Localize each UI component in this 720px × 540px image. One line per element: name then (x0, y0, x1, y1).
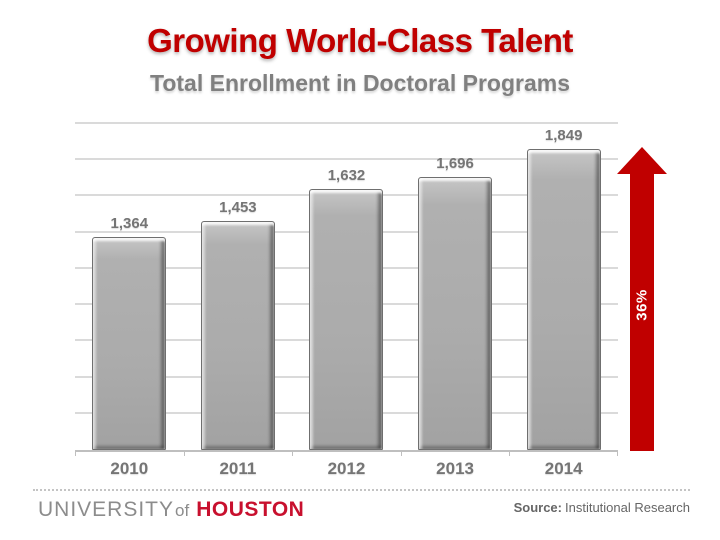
up-arrow-icon (617, 147, 667, 174)
footer-divider (33, 489, 690, 491)
bar-slot: 1,364 (75, 124, 184, 450)
value-label: 1,453 (219, 199, 257, 217)
bar-slot: 1,453 (184, 124, 293, 450)
bar-slot: 1,849 (509, 124, 618, 450)
bar-slot: 1,696 (401, 124, 510, 450)
source-citation: Source: Institutional Research (514, 500, 690, 515)
university-of-houston-logo: UNIVERSITYof HOUSTON (38, 498, 304, 522)
arrow-shaft: 36% (630, 174, 654, 451)
x-axis-labels: 2010 2011 2012 2013 2014 (75, 459, 618, 479)
x-axis-label-2013: 2013 (436, 459, 474, 478)
value-label: 1,696 (436, 155, 474, 173)
x-axis-label-2010: 2010 (110, 459, 149, 478)
slide-title: Growing World-Class Talent (147, 22, 573, 59)
growth-arrow: 36% (617, 147, 667, 451)
source-label: Source: (513, 500, 562, 515)
axis-tick (292, 450, 294, 456)
plot-area: 1,364 1,453 1,632 1,696 1,849 (75, 122, 618, 456)
x-axis-label-2014: 2014 (544, 459, 583, 478)
gridline (75, 158, 618, 161)
value-label: 1,632 (327, 166, 366, 184)
growth-percent-label: 36% (633, 289, 651, 321)
value-label: 1,849 (544, 127, 583, 145)
axis-tick (617, 450, 618, 456)
axis-tick (183, 450, 185, 456)
bar-2011 (200, 221, 275, 450)
x-axis-label-2011: 2011 (219, 459, 257, 478)
gridline (75, 122, 618, 124)
bar-2014 (526, 149, 601, 450)
axis-tick (400, 450, 402, 456)
axis-ticks (75, 450, 618, 457)
source-value: Institutional Research (564, 500, 690, 515)
bar-2013 (418, 177, 493, 450)
bar-2010 (92, 237, 167, 450)
bar-series: 1,364 1,453 1,632 1,696 1,849 (75, 124, 618, 450)
logo-houston: HOUSTON (196, 498, 305, 521)
value-label: 1,364 (110, 215, 149, 233)
chart-subtitle: Total Enrollment in Doctoral Programs (149, 70, 571, 96)
bar-2012 (309, 188, 384, 450)
x-axis-label-2012: 2012 (327, 459, 366, 478)
axis-tick (509, 450, 511, 456)
logo-university: UNIVERSITY (38, 498, 175, 521)
axis-tick (75, 450, 76, 456)
bar-slot: 1,632 (292, 124, 401, 450)
logo-of: of (175, 501, 190, 520)
